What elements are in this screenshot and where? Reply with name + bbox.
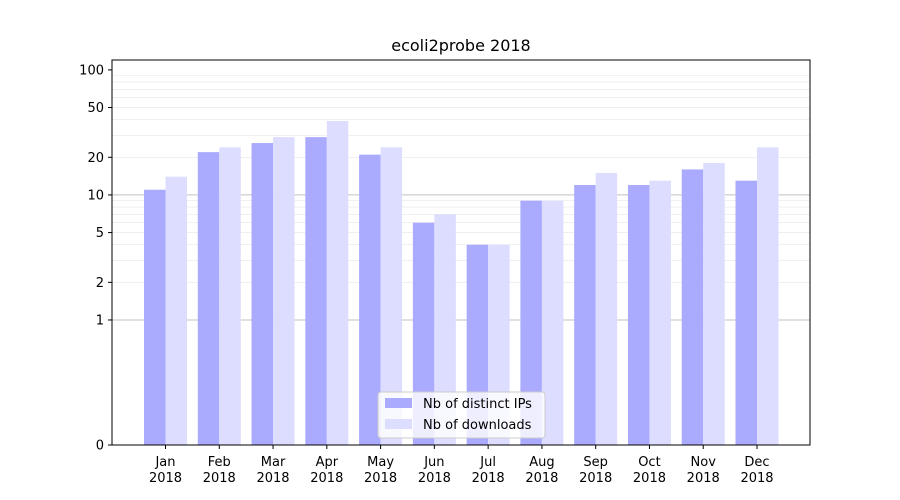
x-tick-label-year: 2018	[579, 471, 612, 486]
bar-downloads	[541, 200, 564, 445]
bar-distinct-ips	[412, 222, 435, 445]
x-tick-label-month: Aug	[529, 455, 554, 470]
legend-label-downloads: Nb of downloads	[423, 418, 532, 433]
x-tick-label-year: 2018	[472, 471, 505, 486]
x-tick-label-month: Sep	[583, 455, 608, 470]
x-tick-label-month: Mar	[261, 455, 286, 470]
x-tick-label-year: 2018	[740, 471, 773, 486]
legend-label-distinct-ips: Nb of distinct IPs	[423, 397, 532, 412]
plot-frame	[111, 59, 811, 446]
legend: Nb of distinct IPs Nb of downloads	[377, 391, 546, 439]
bar-downloads	[326, 121, 349, 446]
x-tick-label-year: 2018	[525, 471, 558, 486]
legend-box	[377, 391, 546, 439]
bar-downloads	[757, 147, 779, 446]
x-tick-label-month: Jan	[154, 455, 175, 470]
bar-distinct-ips	[197, 152, 220, 445]
y-tick-label: 5	[96, 226, 104, 241]
chart-title: ecoli2probe 2018	[391, 36, 530, 55]
y-tick-label: 10	[87, 188, 104, 203]
x-tick-label-year: 2018	[149, 471, 182, 486]
y-tick-label: 50	[87, 101, 104, 116]
x-tick-label-month: May	[367, 455, 394, 470]
x-tick-label-month: Jul	[479, 455, 496, 470]
x-tick-label-year: 2018	[256, 471, 289, 486]
bar-distinct-ips	[359, 154, 381, 446]
x-tick-label-year: 2018	[203, 471, 236, 486]
bar-downloads	[434, 214, 456, 445]
bar-distinct-ips	[305, 137, 327, 445]
legend-swatch-distinct-ips	[385, 398, 412, 408]
x-tick-label-year: 2018	[364, 471, 397, 486]
bar-distinct-ips	[681, 169, 704, 445]
x-tick-label-month: Jun	[423, 455, 444, 470]
bar-distinct-ips	[144, 189, 166, 445]
x-axis: Jan2018Feb2018Mar2018Apr2018May2018Jun20…	[149, 445, 774, 486]
x-tick-label-year: 2018	[687, 471, 720, 486]
y-axis: 0 1 2 5 10 20 50 100	[79, 63, 112, 454]
x-tick-label-year: 2018	[310, 471, 343, 486]
bar-distinct-ips	[520, 200, 542, 445]
bar-downloads	[273, 137, 295, 445]
bar-downloads	[703, 163, 725, 445]
x-tick-label-month: Dec	[744, 455, 769, 470]
x-tick-label-month: Apr	[316, 455, 339, 470]
x-tick-label-year: 2018	[418, 471, 451, 486]
bar-downloads	[649, 180, 671, 445]
bar-distinct-ips	[627, 185, 650, 445]
legend-swatch-downloads	[385, 419, 412, 429]
y-tick-label: 2	[96, 276, 104, 291]
bar-distinct-ips	[251, 143, 274, 445]
x-tick-label-month: Nov	[691, 455, 717, 470]
bar-downloads	[219, 147, 241, 446]
bar-distinct-ips	[574, 185, 596, 445]
bar-distinct-ips	[735, 180, 757, 445]
y-tick-label: 0	[96, 439, 104, 454]
x-tick-label-month: Feb	[208, 455, 231, 470]
bar-downloads	[595, 172, 618, 445]
y-tick-label: 20	[87, 151, 104, 166]
y-tick-label: 100	[79, 63, 104, 78]
bar-downloads	[165, 176, 187, 445]
bar-downloads	[380, 147, 403, 446]
x-tick-label-month: Oct	[638, 455, 660, 470]
x-tick-label-year: 2018	[633, 471, 666, 486]
bars	[144, 121, 779, 446]
y-tick-label: 1	[96, 313, 104, 328]
